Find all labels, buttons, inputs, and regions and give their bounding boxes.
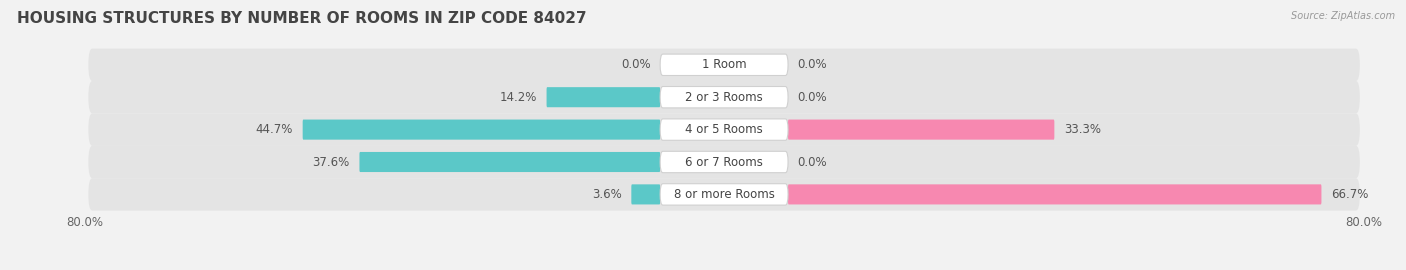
Text: 37.6%: 37.6%: [312, 156, 350, 168]
Text: 1 Room: 1 Room: [702, 58, 747, 71]
FancyBboxPatch shape: [360, 152, 661, 172]
FancyBboxPatch shape: [661, 151, 787, 173]
FancyBboxPatch shape: [661, 54, 787, 76]
FancyBboxPatch shape: [787, 120, 1054, 140]
FancyBboxPatch shape: [89, 81, 1360, 113]
FancyBboxPatch shape: [631, 184, 661, 204]
FancyBboxPatch shape: [661, 86, 787, 108]
Text: 2 or 3 Rooms: 2 or 3 Rooms: [685, 91, 763, 104]
Text: 0.0%: 0.0%: [797, 91, 827, 104]
FancyBboxPatch shape: [302, 120, 661, 140]
FancyBboxPatch shape: [89, 146, 1360, 178]
FancyBboxPatch shape: [661, 184, 787, 205]
Text: 8 or more Rooms: 8 or more Rooms: [673, 188, 775, 201]
Text: 0.0%: 0.0%: [797, 156, 827, 168]
Text: 3.6%: 3.6%: [592, 188, 621, 201]
Text: 14.2%: 14.2%: [499, 91, 537, 104]
Text: 4 or 5 Rooms: 4 or 5 Rooms: [685, 123, 763, 136]
Text: Source: ZipAtlas.com: Source: ZipAtlas.com: [1291, 11, 1395, 21]
Text: 6 or 7 Rooms: 6 or 7 Rooms: [685, 156, 763, 168]
FancyBboxPatch shape: [89, 113, 1360, 146]
FancyBboxPatch shape: [89, 178, 1360, 211]
Text: 0.0%: 0.0%: [621, 58, 651, 71]
FancyBboxPatch shape: [547, 87, 661, 107]
FancyBboxPatch shape: [89, 49, 1360, 81]
FancyBboxPatch shape: [661, 119, 787, 140]
FancyBboxPatch shape: [787, 184, 1322, 204]
Text: HOUSING STRUCTURES BY NUMBER OF ROOMS IN ZIP CODE 84027: HOUSING STRUCTURES BY NUMBER OF ROOMS IN…: [17, 11, 586, 26]
Text: 44.7%: 44.7%: [256, 123, 292, 136]
Text: 66.7%: 66.7%: [1331, 188, 1368, 201]
Text: 33.3%: 33.3%: [1064, 123, 1101, 136]
Text: 0.0%: 0.0%: [797, 58, 827, 71]
